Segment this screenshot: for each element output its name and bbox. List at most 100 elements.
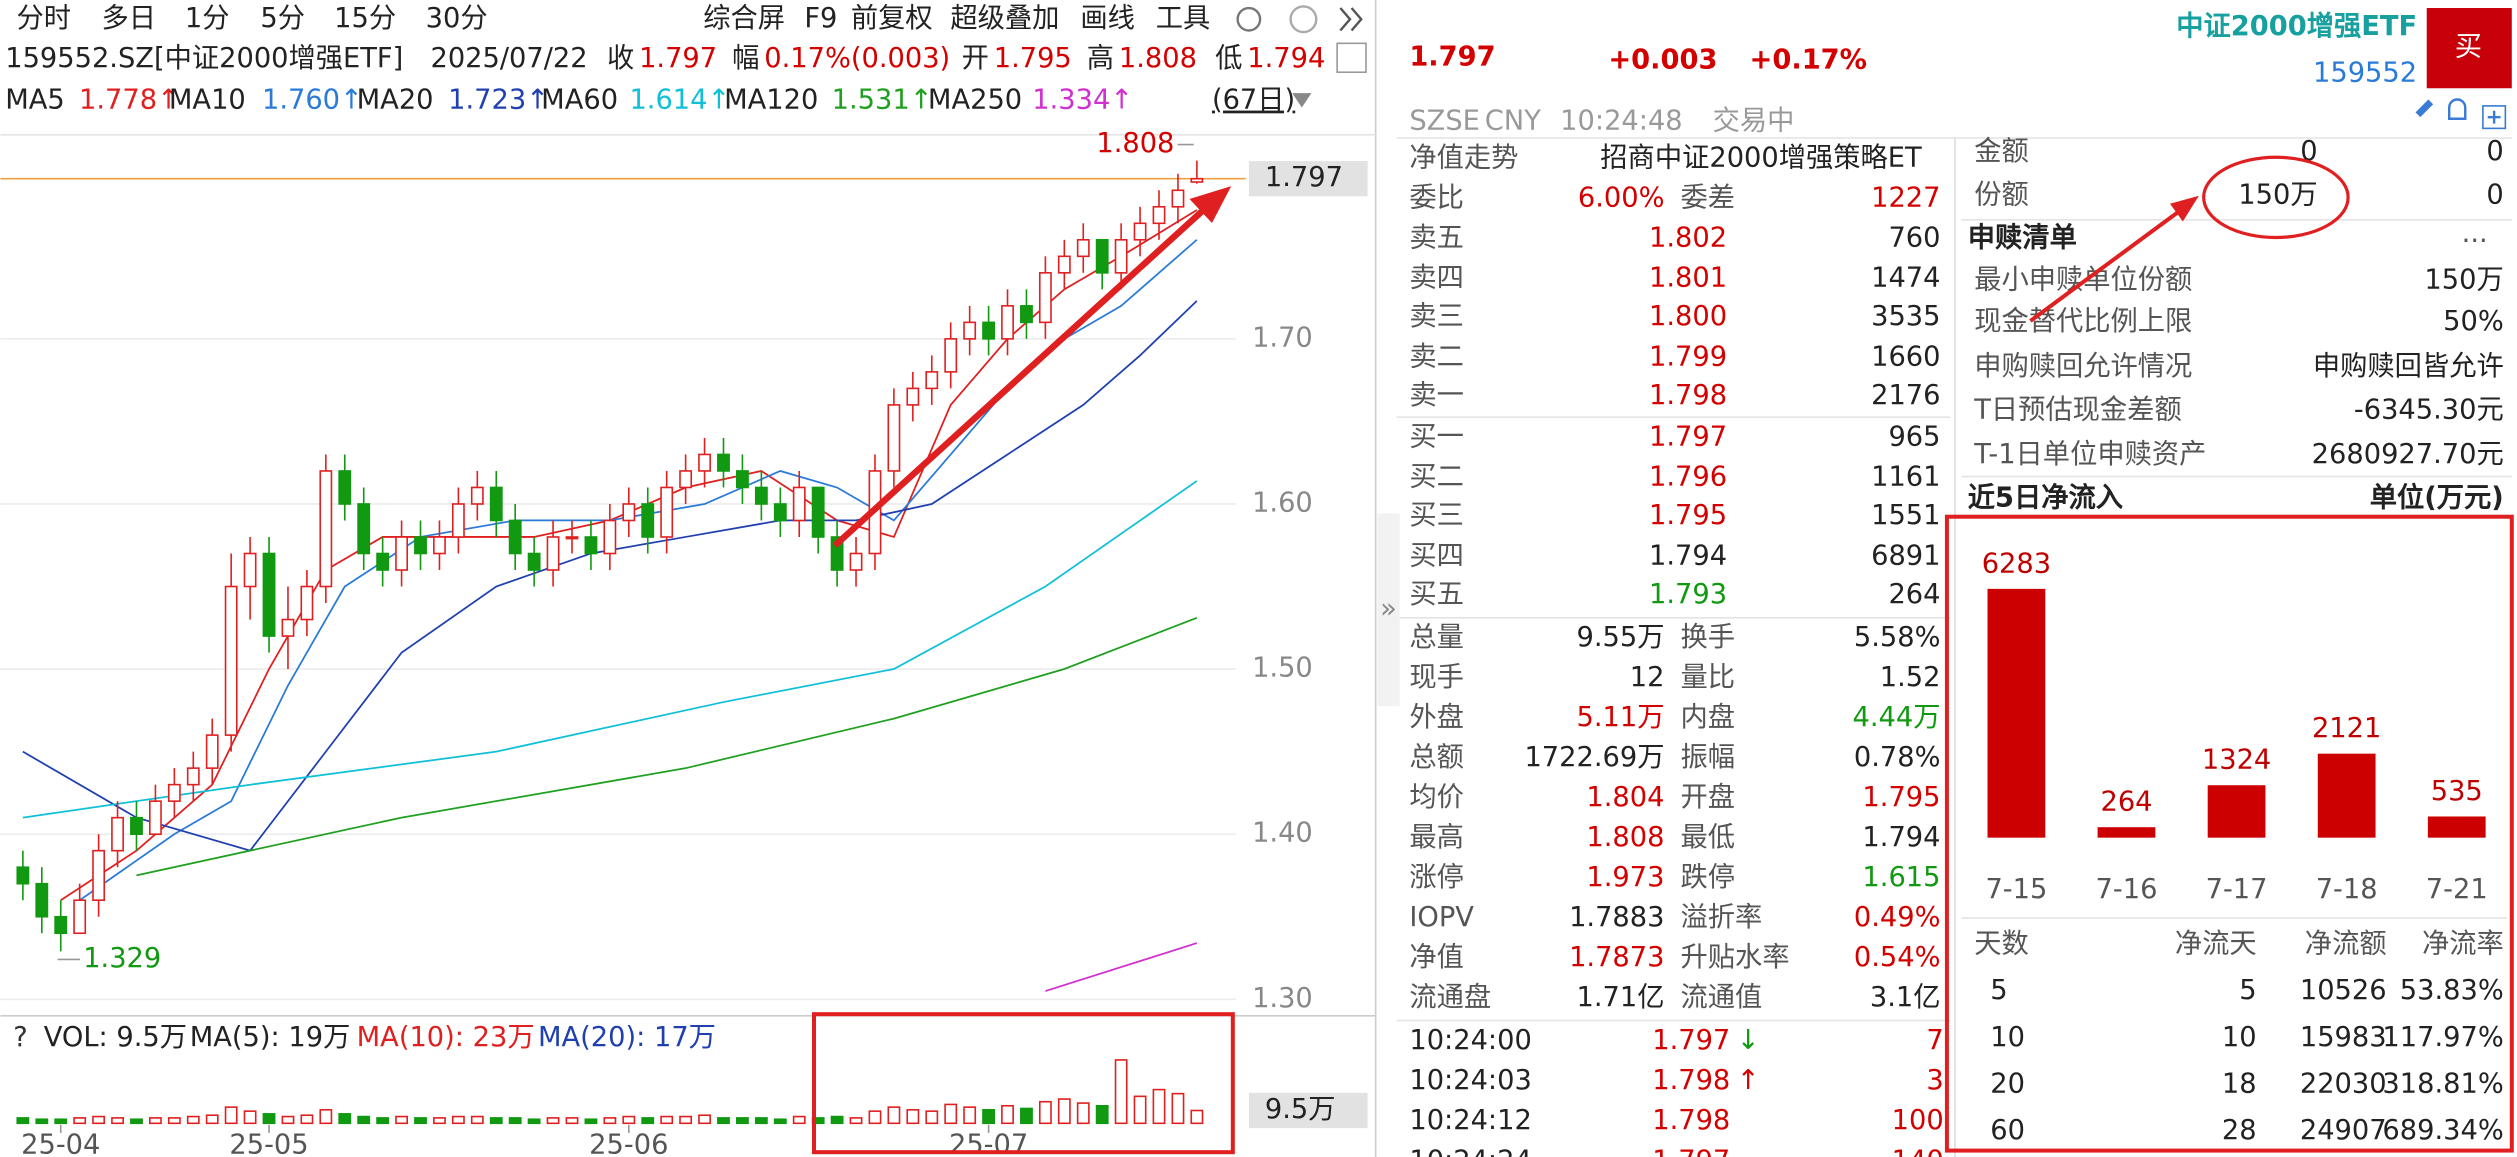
y-tick-label: 1.30	[1252, 983, 1313, 1014]
stat-label: 现手	[1409, 662, 1464, 693]
candle-body	[849, 552, 863, 571]
period-tab[interactable]: 1分	[185, 3, 230, 34]
table-cell: 318.81%	[2382, 1068, 2503, 1099]
trade-price: 1.797	[1652, 1025, 1730, 1056]
candle-body	[224, 585, 238, 736]
volume-bar	[262, 1113, 276, 1125]
list-label: T日预估现金差额	[1973, 394, 2182, 425]
stat-value: 3.1亿	[1870, 982, 1941, 1013]
candle-body	[262, 552, 276, 637]
period-tab[interactable]: 15分	[334, 3, 396, 34]
candle-body	[243, 552, 257, 588]
volume-bar	[887, 1106, 901, 1125]
table-header: 净流率	[2422, 929, 2504, 960]
period-tab[interactable]: 多日	[102, 3, 157, 34]
candle-body	[1020, 305, 1033, 324]
candle-body	[982, 321, 996, 340]
period-tab[interactable]: 30分	[426, 3, 488, 34]
collapse-handle[interactable]	[1377, 513, 1400, 707]
collapse-icon[interactable]: »	[1380, 593, 1397, 624]
volume-bar	[736, 1117, 749, 1125]
fund-code: 159552	[2313, 57, 2417, 88]
candle-body	[414, 536, 427, 555]
quote-label: 高	[1087, 43, 1114, 74]
add-icon[interactable]	[2482, 105, 2507, 130]
volume-bar	[433, 1117, 446, 1125]
candle-body	[811, 486, 825, 538]
candle-body	[736, 470, 749, 489]
period-label[interactable]: (67日)	[1212, 85, 1295, 116]
period-tab[interactable]: 分时	[16, 3, 71, 34]
stat-label: 委差	[1681, 182, 1736, 213]
candle-body	[603, 519, 617, 555]
status: SZSE	[1409, 105, 1480, 136]
candle-body	[963, 321, 977, 340]
y-tick-label: 1.50	[1252, 653, 1313, 684]
volume-bar	[660, 1115, 674, 1125]
table-cell: 53.83%	[2400, 975, 2504, 1006]
volume-legend: VOL: 9.5万	[44, 1022, 187, 1053]
volume-bar	[603, 1117, 617, 1125]
stat-value: 0.54%	[1854, 942, 1941, 973]
trade-volume: 3	[1926, 1065, 1943, 1096]
candle-body	[1114, 239, 1128, 274]
book-volume: 6891	[1871, 540, 1940, 571]
status: CNY	[1485, 105, 1541, 136]
candle-body	[489, 486, 503, 522]
book-price: 1.800	[1649, 301, 1727, 332]
volume-bar	[849, 1117, 863, 1125]
settings-icon[interactable]	[1236, 6, 1262, 32]
unit: 单位(万元)	[2370, 482, 2504, 514]
candle-body	[35, 882, 49, 918]
buy-button[interactable]: 买	[2455, 32, 2482, 63]
low-annotation: 1.329	[83, 943, 161, 974]
volume-bar	[565, 1117, 579, 1125]
volume-legend: ?	[13, 1022, 27, 1053]
volume-bar	[186, 1115, 200, 1125]
dropdown-icon[interactable]	[1292, 93, 1312, 108]
volume-bar	[300, 1114, 314, 1125]
candle-body	[1095, 239, 1109, 274]
section-title: 近5日净流入	[1968, 483, 2123, 514]
quote-label: 开	[962, 43, 989, 74]
quote-label: 幅	[732, 43, 759, 74]
stat-value: 9.55万	[1577, 622, 1665, 653]
table-cell: 60	[1990, 1115, 2025, 1146]
candle-body	[111, 816, 124, 852]
volume-bar	[376, 1117, 390, 1125]
y-tick-label: 1.60	[1252, 487, 1313, 518]
wp-icon[interactable]	[1336, 42, 1367, 74]
stat-label: IOPV	[1409, 902, 1474, 933]
candle-body	[338, 470, 352, 505]
table-cell: 5	[2239, 975, 2256, 1006]
stat-value: 1.795	[1862, 782, 1940, 813]
candle-body	[906, 387, 920, 406]
expand-icon[interactable]	[1339, 7, 1363, 32]
tool-button: 综合屏	[703, 3, 785, 34]
stat-value: 1.804	[1586, 782, 1664, 813]
candle-body	[792, 486, 806, 522]
candle-body	[679, 470, 693, 489]
book-label: 买四	[1409, 540, 1464, 571]
help-icon[interactable]	[1289, 5, 1318, 34]
status: 10:24:48	[1560, 105, 1682, 136]
table-cell: 20	[1990, 1068, 2025, 1099]
tool-button: F9	[804, 3, 837, 34]
book-label: 卖三	[1409, 301, 1464, 332]
book-label: 买五	[1409, 579, 1464, 610]
bar	[2097, 827, 2156, 838]
tool-button: 超级叠加	[950, 3, 1059, 34]
x-tick-label: 7-21	[2426, 874, 2488, 905]
edit-icon[interactable]	[2415, 99, 2434, 118]
volume-bar	[698, 1114, 711, 1125]
period-tab[interactable]: 5分	[260, 3, 305, 34]
volume-bar	[546, 1117, 560, 1125]
buy-button-bg[interactable]	[2426, 8, 2512, 89]
tool-button: 工具	[1156, 3, 1211, 34]
stat-label: 换手	[1681, 622, 1736, 653]
volume-bar	[1001, 1104, 1014, 1125]
alert-icon[interactable]	[2447, 98, 2467, 120]
trade-price: 1.797	[1652, 1145, 1730, 1157]
list-value: 150万	[2424, 264, 2503, 295]
ma-line	[136, 616, 1198, 877]
